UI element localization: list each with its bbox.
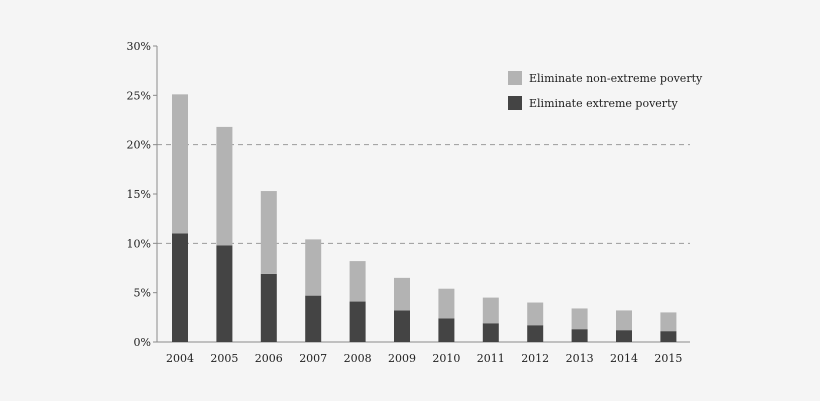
bar-extreme-2007 [305,295,322,342]
x-tick-label: 2009 [388,352,416,365]
bar-non-extreme-2007 [305,239,322,296]
x-tick-label: 2005 [210,352,238,365]
bar-extreme-2011 [482,323,499,342]
legend-label: Eliminate extreme poverty [529,97,678,110]
bar-non-extreme-2009 [394,277,410,311]
bar-non-extreme-2012 [527,302,544,326]
bar-extreme-2010 [438,318,455,342]
x-tick-label: 2013 [566,352,594,365]
legend-label: Eliminate non-extreme poverty [529,72,703,85]
bar-extreme-2004 [172,233,188,342]
x-tick-label: 2004 [166,352,194,365]
x-tick-label: 2011 [477,352,505,365]
bar-extreme-2012 [527,325,544,342]
bar-non-extreme-2010 [438,288,455,319]
x-tick-label: 2014 [610,352,638,365]
y-tick-label: 5% [134,287,151,300]
bar-non-extreme-2008 [349,261,366,302]
bar-extreme-2008 [349,301,366,342]
bar-non-extreme-2006 [260,191,277,274]
x-tick-label: 2006 [255,352,283,365]
x-tick-label: 2015 [654,352,682,365]
bar-extreme-2015 [660,331,677,342]
bar-non-extreme-2005 [216,126,233,246]
bar-non-extreme-2013 [571,308,588,330]
x-tick-label: 2012 [521,352,549,365]
bar-non-extreme-2014 [616,310,632,331]
y-tick-label: 0% [134,336,151,349]
legend-swatch [508,96,522,110]
y-tick-label: 10% [127,237,151,250]
y-tick-label: 30% [127,40,151,53]
x-tick-label: 2008 [344,352,372,365]
bar-extreme-2005 [216,245,233,342]
bar-extreme-2014 [616,330,632,342]
bar-non-extreme-2015 [660,312,677,332]
bar-extreme-2006 [260,273,277,342]
x-tick-label: 2007 [299,352,327,365]
y-tick-label: 20% [127,139,151,152]
bar-non-extreme-2004 [172,94,188,234]
legend-swatch [508,71,522,85]
y-tick-label: 15% [127,188,151,201]
bar-extreme-2013 [571,329,588,342]
y-tick-label: 25% [127,89,151,102]
bar-extreme-2009 [394,310,410,342]
bar-non-extreme-2011 [482,297,499,324]
x-tick-label: 2010 [432,352,460,365]
